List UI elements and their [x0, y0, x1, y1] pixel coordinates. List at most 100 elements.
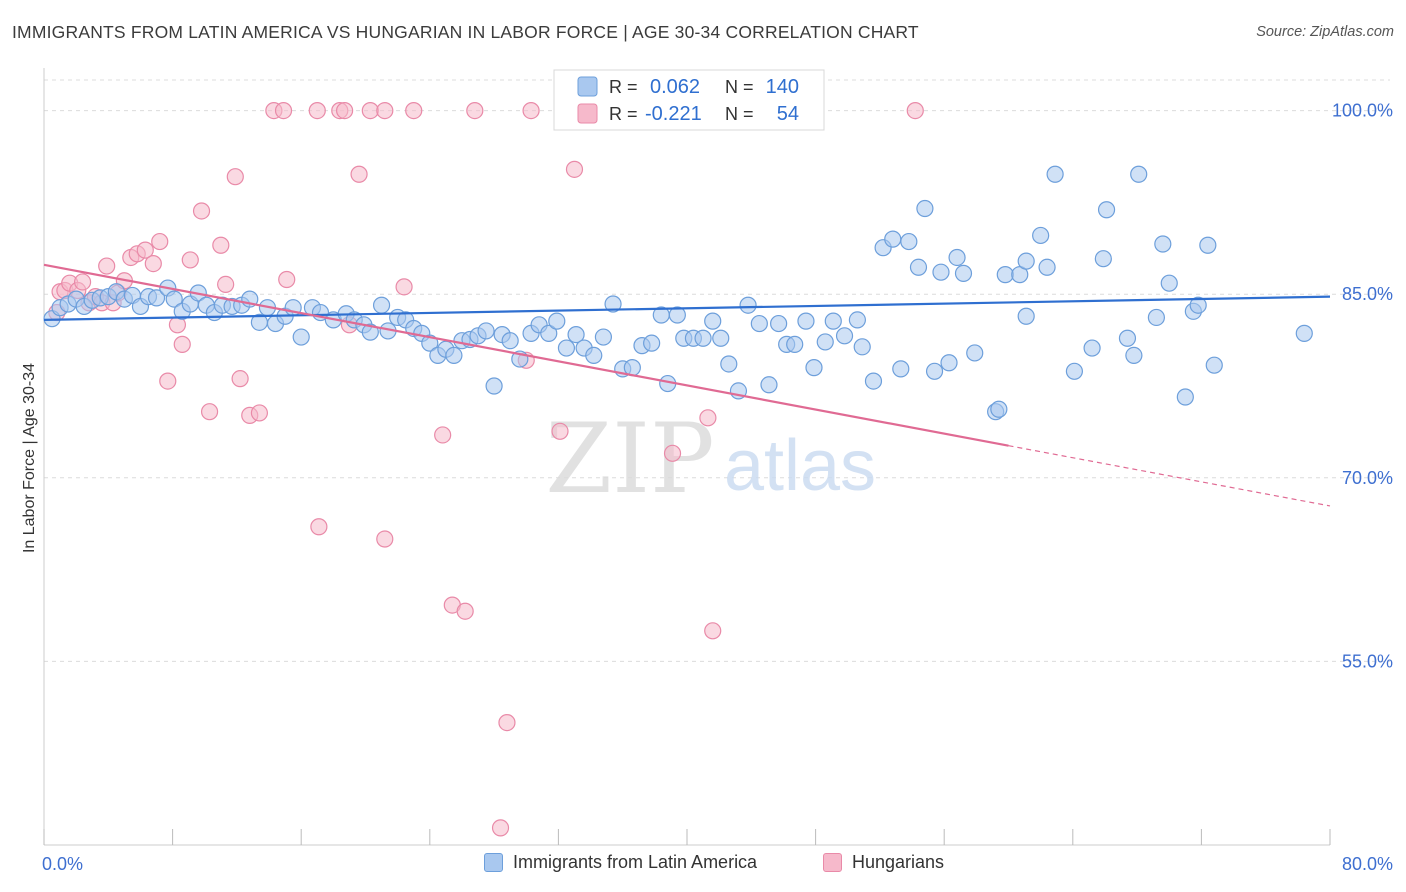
watermark: ZIP atlas: [545, 403, 876, 515]
legend-n-value-2: 54: [777, 103, 799, 125]
grid-lines: [44, 79, 1390, 662]
data-point-latin-america: [1094, 250, 1112, 268]
data-point-latin-america: [816, 333, 834, 351]
data-point-latin-america: [643, 334, 661, 352]
series-latin-america-points: [43, 165, 1313, 421]
data-point-latin-america: [501, 332, 519, 350]
data-point-latin-america: [1017, 252, 1035, 270]
data-point-latin-america: [704, 312, 722, 330]
legend-swatch-hungarians: [823, 853, 842, 872]
data-point-latin-america: [1147, 308, 1165, 327]
legend-top-frame: [553, 69, 825, 131]
data-point-hungarian: [308, 101, 326, 120]
data-point-hungarian: [173, 335, 191, 353]
legend-top: R = 0.062 N = 140 R = -0.221 N = 54: [553, 69, 825, 131]
data-point-latin-america: [1065, 362, 1084, 380]
data-point-latin-america: [548, 312, 566, 330]
data-point-latin-america: [372, 296, 391, 314]
y-tick-label: 85.0%: [1342, 284, 1393, 304]
data-point-latin-america: [1205, 356, 1223, 374]
data-point-latin-america: [477, 322, 495, 340]
data-point-latin-america: [835, 327, 854, 345]
legend-n-value-1: 140: [766, 76, 799, 98]
data-point-hungarian: [466, 101, 484, 120]
tick-labels: 100.0% 85.0% 70.0% 55.0% 0.0% 80.0%: [42, 101, 1393, 874]
data-point-latin-america: [770, 314, 788, 333]
data-point-hungarian: [144, 255, 162, 273]
data-point-hungarian: [434, 426, 452, 444]
data-point-hungarian: [704, 622, 722, 640]
source-label: Source: ZipAtlas.com: [1256, 24, 1394, 40]
legend-label-latin-america: Immigrants from Latin America: [513, 852, 758, 872]
data-point-latin-america: [594, 328, 613, 346]
data-point-hungarian: [136, 241, 154, 259]
y-tick-label: 55.0%: [1342, 651, 1393, 671]
data-point-latin-america: [996, 266, 1014, 284]
data-point-latin-america: [1046, 165, 1064, 183]
data-point-latin-america: [864, 372, 883, 390]
data-point-latin-america: [1097, 201, 1116, 219]
data-point-latin-america: [712, 329, 730, 347]
data-point-latin-america: [805, 359, 823, 377]
x-tick-label: 80.0%: [1342, 854, 1393, 874]
data-point-latin-america: [1017, 307, 1035, 325]
data-point-hungarian: [217, 275, 235, 294]
data-point-hungarian: [231, 370, 249, 388]
data-point-hungarian: [498, 713, 516, 732]
data-point-latin-america: [940, 354, 958, 372]
data-point-latin-america: [948, 248, 966, 267]
data-point-latin-america: [165, 290, 183, 308]
y-axis-label: In Labor Force | Age 30-34: [21, 363, 38, 553]
data-point-hungarian: [663, 444, 682, 462]
legend-n-label-2: N =: [725, 104, 754, 124]
data-point-latin-america: [916, 199, 934, 218]
legend-bottom: Immigrants from Latin America Hungarians: [0, 852, 1406, 878]
data-point-hungarian: [200, 403, 219, 421]
data-point-hungarian: [395, 278, 413, 296]
data-point-latin-america: [1118, 329, 1137, 347]
data-point-hungarian: [376, 101, 394, 120]
data-point-latin-america: [540, 324, 558, 342]
legend-label-hungarians: Hungarians: [852, 852, 945, 872]
legend-r-label-1: R =: [609, 77, 638, 97]
data-point-latin-america: [1160, 274, 1178, 292]
watermark-atlas: atlas: [724, 426, 876, 506]
data-point-hungarian: [278, 270, 296, 289]
data-point-latin-america: [147, 289, 166, 307]
data-point-latin-america: [585, 346, 603, 364]
trend-lines: [43, 263, 1331, 507]
data-point-hungarian: [336, 101, 354, 120]
legend-n-label-1: N =: [725, 77, 754, 97]
y-tick-label: 70.0%: [1342, 468, 1393, 488]
data-point-hungarian: [551, 422, 569, 440]
data-point-hungarian: [405, 101, 423, 120]
data-point-hungarian: [361, 101, 379, 120]
data-point-latin-america: [292, 328, 310, 346]
legend-r-label-2: R =: [609, 104, 638, 124]
data-point-latin-america: [739, 296, 757, 314]
data-point-latin-america: [694, 329, 712, 347]
legend-blue-swatch: [577, 76, 598, 97]
data-point-latin-america: [567, 325, 585, 344]
trend-line-hungarians: [43, 263, 1009, 447]
data-point-latin-america: [557, 339, 576, 357]
data-point-hungarian: [181, 251, 199, 269]
legend-pink-swatch: [577, 103, 598, 124]
data-point-latin-america: [361, 323, 379, 341]
x-tick-label: 0.0%: [42, 854, 83, 874]
data-point-latin-america: [925, 362, 944, 380]
legend-r-value-2: -0.221: [645, 103, 702, 125]
data-point-latin-america: [824, 312, 842, 330]
trend-line-latin-america: [43, 295, 1331, 322]
data-point-hungarian: [226, 168, 244, 186]
data-point-hungarian: [350, 165, 368, 183]
data-point-hungarian: [565, 160, 584, 178]
data-point-hungarian: [906, 101, 924, 120]
data-point-hungarian: [310, 518, 328, 536]
data-point-latin-america: [1189, 296, 1207, 314]
data-point-latin-america: [1295, 324, 1313, 342]
data-point-latin-america: [1083, 339, 1101, 357]
data-point-latin-america: [932, 263, 950, 281]
data-point-latin-america: [445, 346, 463, 364]
